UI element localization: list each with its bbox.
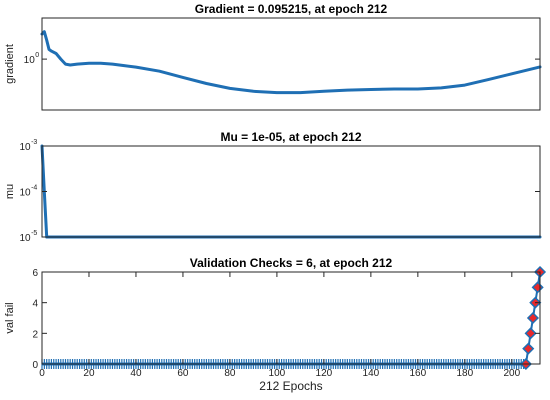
- x-tick-label: 80: [224, 368, 236, 379]
- y-tick-exponent: -5: [31, 230, 37, 237]
- x-tick-label: 100: [269, 368, 286, 379]
- y-tick-exponent: -4: [31, 185, 37, 192]
- x-tick-label: 40: [130, 368, 142, 379]
- x-tick-label: 140: [363, 368, 380, 379]
- gradient-panel: Gradient = 0.095215, at epoch 212 gradien…: [4, 2, 542, 111]
- x-tick-label: 160: [410, 368, 427, 379]
- x-tick-label: 0: [39, 368, 45, 379]
- val-fail-point: [524, 327, 537, 340]
- y-tick-label: 10: [24, 55, 36, 66]
- y-tick-label: 2: [32, 329, 38, 340]
- y-tick-exponent: -3: [31, 139, 37, 146]
- y-tick-label: 0: [32, 360, 38, 371]
- y-axis-label: mu: [4, 184, 16, 199]
- val-fail-point: [526, 311, 540, 325]
- y-axis-label: gradient: [4, 44, 16, 84]
- validation-checks-panel: Validation Checks = 6, at epoch 212 val f…: [4, 256, 547, 393]
- x-tick-label: 200: [503, 368, 520, 379]
- axes-frame: [41, 271, 541, 365]
- x-tick-label: 20: [83, 368, 95, 379]
- x-axis-label: 212 Epochs: [259, 379, 322, 393]
- val-fail-point: [522, 342, 535, 355]
- axes-frame: [41, 17, 541, 111]
- y-axis-label: val fail: [4, 302, 16, 333]
- series-line: [40, 30, 542, 95]
- val-fail-point: [531, 281, 544, 294]
- series-line: [40, 144, 542, 239]
- y-tick-label: 6: [32, 268, 38, 279]
- x-tick-label: 120: [316, 368, 333, 379]
- plot-title: Validation Checks = 6, at epoch 212: [190, 256, 393, 270]
- x-tick-label: 60: [177, 368, 189, 379]
- y-tick-label: 10: [19, 142, 31, 153]
- y-tick-label: 10: [19, 188, 31, 199]
- axes-frame: [41, 145, 541, 238]
- y-tick-label: 4: [32, 299, 38, 310]
- y-tick-exponent: 0: [35, 52, 39, 59]
- plot-title: Mu = 1e-05, at epoch 212: [220, 130, 361, 144]
- y-tick-label: 10: [19, 233, 31, 244]
- x-tick-label: 180: [456, 368, 473, 379]
- plot-title: Gradient = 0.095215, at epoch 212: [195, 2, 388, 16]
